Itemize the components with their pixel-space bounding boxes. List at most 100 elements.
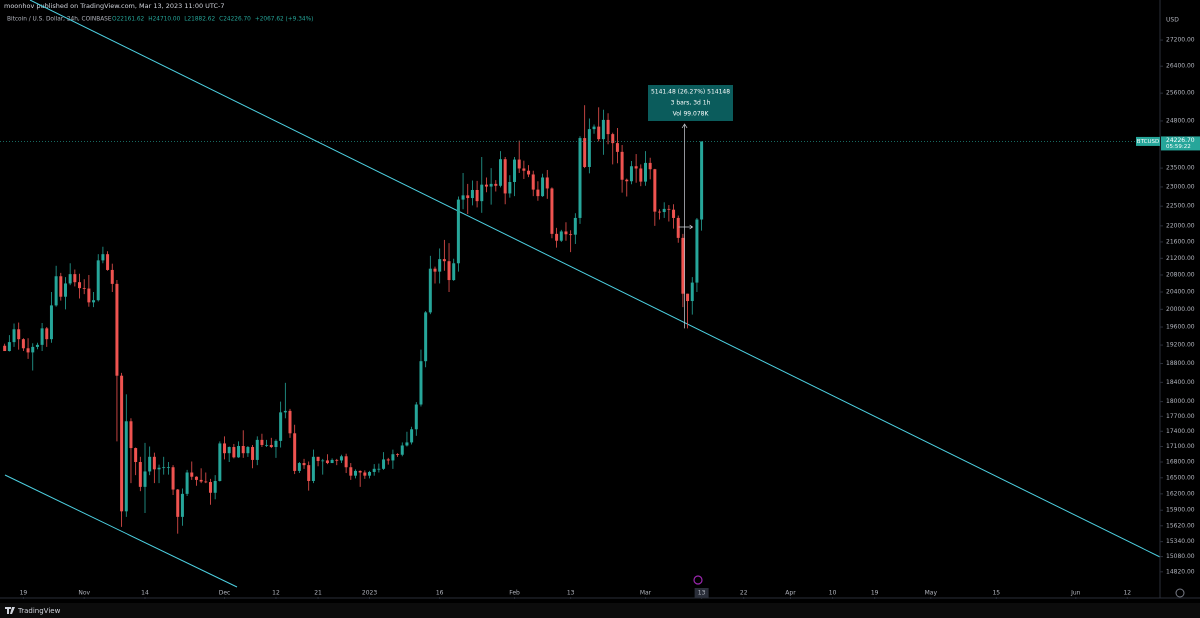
candle [583, 105, 587, 169]
measure-text: 3 bars, 3d 1h [671, 100, 711, 107]
candle [138, 456, 142, 492]
candle-body [96, 260, 100, 301]
candle [223, 436, 227, 460]
candle [517, 140, 521, 173]
candle-body [17, 329, 21, 340]
candle [134, 447, 138, 476]
candle-body [73, 274, 77, 283]
candle [260, 433, 264, 448]
x-tick-label: 12 [1123, 590, 1131, 597]
candle [227, 446, 231, 463]
candle-body [293, 433, 297, 471]
candle [653, 168, 657, 226]
y-tick-label: 15340.00 [1166, 538, 1195, 545]
candle-body [185, 472, 189, 494]
brand: TradingView [17, 607, 61, 615]
candle-body [180, 493, 184, 517]
candle-body [592, 126, 596, 130]
candle-body [120, 375, 124, 512]
trend-line [4, 474, 238, 588]
plot-area [3, 0, 1161, 588]
candle-body [583, 138, 587, 167]
y-tick-label: 15900.00 [1166, 507, 1195, 514]
candle-body [274, 440, 278, 448]
candle [129, 418, 133, 484]
candle [498, 151, 502, 188]
candle [293, 424, 297, 475]
candle-body [368, 471, 372, 476]
candle-body [194, 476, 198, 480]
candle-body [31, 346, 35, 353]
candle [330, 458, 334, 464]
x-tick-label: Dec [219, 590, 231, 597]
candle [152, 452, 156, 484]
y-axis-unit: USD [1166, 17, 1179, 24]
price-tag-countdown: 05:59:22 [1166, 144, 1191, 150]
candle [73, 269, 77, 287]
candle-body [283, 410, 287, 413]
candle-body [452, 263, 456, 281]
candle-body [686, 293, 690, 302]
candle-body [232, 447, 236, 458]
candle [3, 343, 7, 352]
candle-body [302, 463, 306, 466]
event-marker[interactable] [693, 575, 703, 585]
candle [344, 453, 348, 474]
y-tick-label: 20400.00 [1166, 288, 1195, 295]
candle-body [639, 168, 643, 182]
measure-text: 5141.48 (26.27%) 514148 [651, 89, 730, 96]
y-tick-label: 21600.00 [1166, 238, 1195, 245]
x-tick-label: 22 [740, 590, 748, 597]
candle-body [611, 134, 615, 144]
candle-body [115, 283, 119, 376]
candle-body [643, 162, 647, 182]
y-tick-label: 16500.00 [1166, 474, 1195, 481]
candle [143, 442, 147, 513]
candle-body [288, 410, 292, 434]
candle [391, 449, 395, 469]
candle-body [297, 463, 301, 471]
candle-body [541, 177, 545, 197]
footer-bar [0, 603, 1200, 618]
candle [269, 437, 273, 449]
y-tick-label: 15620.00 [1166, 522, 1195, 529]
candle [358, 470, 362, 487]
candle-body [349, 467, 353, 476]
candle [667, 205, 671, 222]
candle-body [414, 404, 418, 430]
candle [686, 293, 690, 329]
candle-body [171, 467, 175, 490]
x-tick-label: 19 [20, 590, 28, 597]
candle [541, 173, 545, 197]
candle-body [35, 344, 39, 347]
candle-body [400, 445, 404, 455]
candle-body [316, 456, 320, 461]
x-tick-label: 19 [871, 590, 879, 597]
y-tick-label: 16200.00 [1166, 490, 1195, 497]
candle-body [424, 312, 428, 362]
auto-scale-button[interactable] [1175, 588, 1185, 598]
x-tick-label: Apr [785, 590, 796, 597]
candle-body [531, 174, 535, 190]
candle-body [606, 119, 610, 135]
x-tick-label: Mar [640, 590, 652, 597]
candle-body [339, 456, 343, 461]
candle [49, 291, 53, 343]
candle-body [489, 183, 493, 187]
candle [503, 156, 507, 205]
candle-body [615, 143, 619, 152]
candle-body [470, 189, 474, 199]
candle [419, 349, 423, 407]
candle-body [484, 184, 488, 187]
candle-body [695, 219, 699, 283]
candle-body [138, 462, 142, 487]
candle-body [106, 254, 110, 270]
y-tick-label: 17700.00 [1166, 413, 1195, 420]
candle [265, 439, 269, 448]
candle [597, 107, 601, 142]
candle-body [265, 444, 269, 446]
y-tick-label: 20000.00 [1166, 306, 1195, 313]
candle [658, 209, 662, 220]
